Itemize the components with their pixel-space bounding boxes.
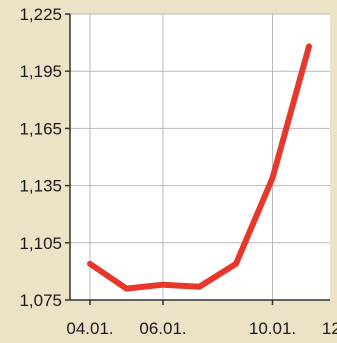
- x-tick-label: 06.01.: [139, 319, 186, 338]
- series-line: [87, 43, 312, 292]
- x-tick-labels: 04.01. 06.01. 10.01. 12.01.: [66, 319, 337, 338]
- y-tick-label: 1,105: [19, 234, 62, 253]
- y-tick-labels: 1,225 1,195 1,165 1,135 1,105 1,075: [19, 5, 62, 310]
- grid-lines: [65, 13, 330, 305]
- x-tick-label: 10.01.: [249, 319, 296, 338]
- y-tick-label: 1,165: [19, 119, 62, 138]
- x-tick-label: 04.01.: [66, 319, 113, 338]
- y-tick-label: 1,195: [19, 62, 62, 81]
- y-tick-label: 1,135: [19, 177, 62, 196]
- axes: [69, 14, 330, 301]
- y-tick-label: 1,225: [19, 5, 62, 24]
- x-tick-label: 12.01.: [322, 319, 337, 338]
- series-group: [87, 43, 312, 292]
- y-tick-label: 1,075: [19, 291, 62, 310]
- plot-area: [70, 14, 330, 300]
